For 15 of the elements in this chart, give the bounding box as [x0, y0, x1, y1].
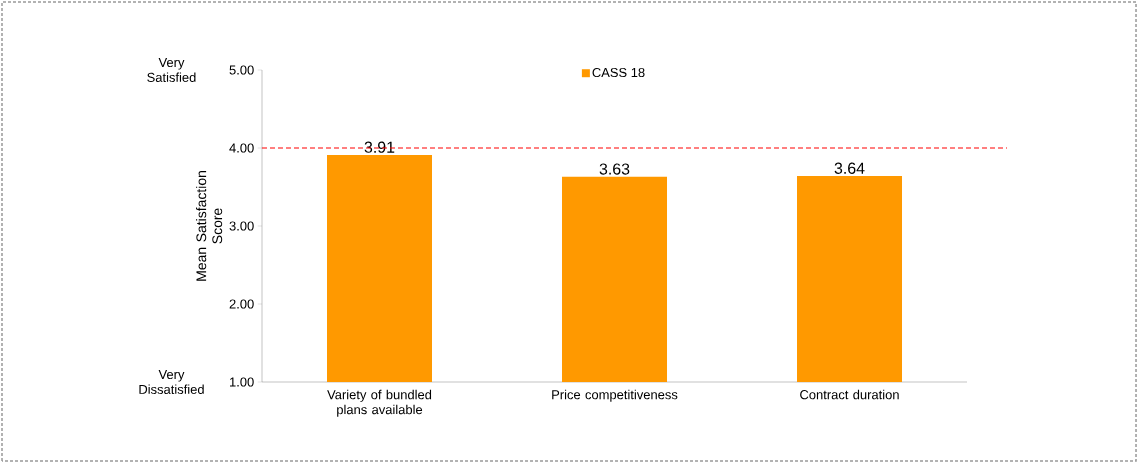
x-tick-label: Price competitiveness	[552, 389, 678, 402]
y-tick-label: 3.00	[229, 221, 254, 231]
y-tick-label: 4.00	[229, 143, 254, 153]
text: Very Dissatisfied	[139, 370, 204, 394]
text: Very Satisfied	[147, 58, 196, 82]
y-tick-label: 2.00	[229, 299, 254, 309]
x-tick-label: Variety of bundled plans available	[327, 389, 432, 417]
data-label: 3.64	[834, 162, 865, 174]
y-tick-label: 5.00	[229, 65, 254, 75]
x-tick-label: Contract duration	[800, 389, 899, 400]
legend-label: CASS 18	[592, 67, 645, 78]
y-axis-title: Mean Satisfaction Score	[196, 171, 223, 281]
y-tick-label: 1.00	[230, 377, 254, 387]
data-label: 3.91	[364, 141, 395, 153]
data-label: 3.63	[599, 163, 630, 175]
